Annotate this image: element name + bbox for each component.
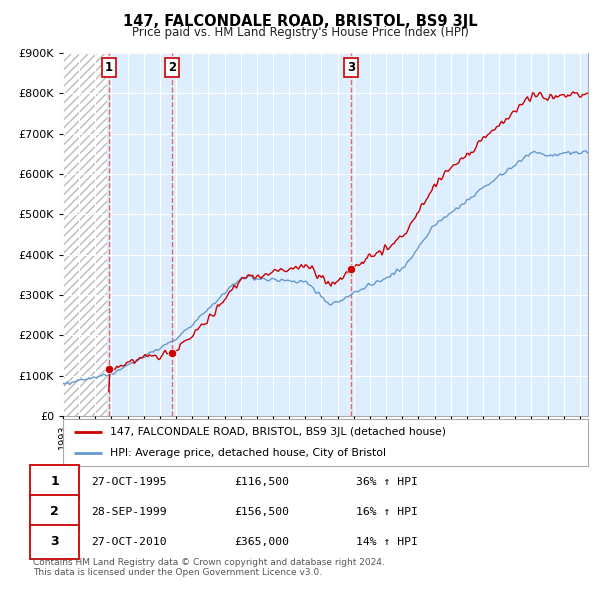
Text: 147, FALCONDALE ROAD, BRISTOL, BS9 3JL: 147, FALCONDALE ROAD, BRISTOL, BS9 3JL: [122, 14, 478, 29]
Text: 14% ↑ HPI: 14% ↑ HPI: [356, 537, 418, 547]
Text: 147, FALCONDALE ROAD, BRISTOL, BS9 3JL (detached house): 147, FALCONDALE ROAD, BRISTOL, BS9 3JL (…: [110, 427, 446, 437]
FancyBboxPatch shape: [30, 465, 79, 499]
Text: 1: 1: [50, 476, 59, 489]
FancyBboxPatch shape: [30, 494, 79, 529]
Text: 3: 3: [347, 61, 355, 74]
Text: 2: 2: [168, 61, 176, 74]
Text: Price paid vs. HM Land Registry's House Price Index (HPI): Price paid vs. HM Land Registry's House …: [131, 26, 469, 39]
Text: 3: 3: [50, 535, 59, 548]
Text: 27-OCT-2010: 27-OCT-2010: [91, 537, 167, 547]
Text: 1: 1: [104, 61, 113, 74]
Text: 36% ↑ HPI: 36% ↑ HPI: [356, 477, 418, 487]
Text: HPI: Average price, detached house, City of Bristol: HPI: Average price, detached house, City…: [110, 448, 386, 458]
Text: 28-SEP-1999: 28-SEP-1999: [91, 507, 167, 517]
Text: 27-OCT-1995: 27-OCT-1995: [91, 477, 167, 487]
FancyBboxPatch shape: [30, 525, 79, 559]
Text: £365,000: £365,000: [235, 537, 289, 547]
Text: £116,500: £116,500: [235, 477, 289, 487]
Text: 16% ↑ HPI: 16% ↑ HPI: [356, 507, 418, 517]
Text: 2: 2: [50, 505, 59, 519]
Text: £156,500: £156,500: [235, 507, 289, 517]
Text: Contains HM Land Registry data © Crown copyright and database right 2024.
This d: Contains HM Land Registry data © Crown c…: [33, 558, 385, 577]
